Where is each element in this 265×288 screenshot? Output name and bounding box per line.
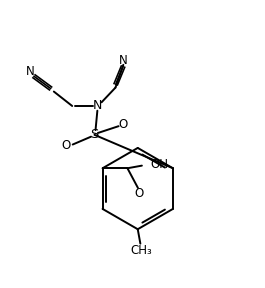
- Text: OH: OH: [150, 158, 168, 171]
- Text: O: O: [119, 118, 128, 131]
- Text: CH₃: CH₃: [131, 245, 153, 257]
- Text: S: S: [90, 128, 99, 141]
- Text: N: N: [119, 54, 128, 67]
- Text: N: N: [26, 65, 35, 78]
- Text: O: O: [61, 139, 70, 152]
- Text: N: N: [93, 99, 103, 113]
- Text: O: O: [134, 187, 143, 200]
